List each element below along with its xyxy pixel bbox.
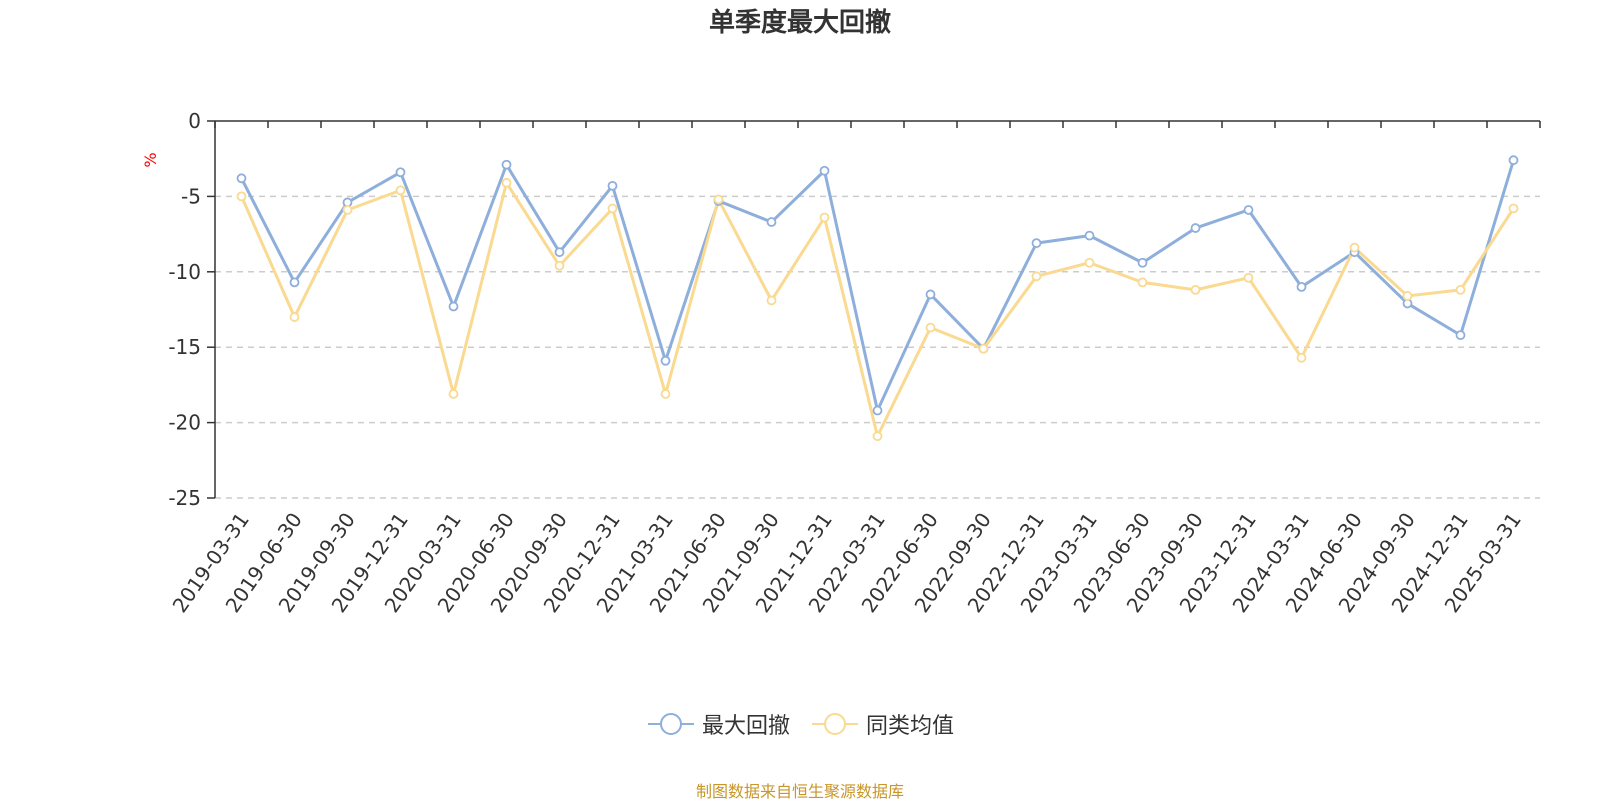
data-point-series-1 [1455, 330, 1466, 341]
data-point-series-2 [872, 431, 883, 442]
data-point-series-1 [501, 159, 512, 170]
data-point-series-1 [925, 289, 936, 300]
data-point-series-2 [1243, 272, 1254, 283]
y-tick-label: 0 [188, 109, 201, 133]
data-point-series-2 [1455, 284, 1466, 295]
legend: 最大回撤 同类均值 [0, 708, 1600, 742]
data-point-series-1 [236, 173, 247, 184]
series-line-2 [240, 181, 1515, 438]
data-point-series-1 [395, 167, 406, 178]
data-point-series-1 [1190, 223, 1201, 233]
y-tick-label: -20 [168, 411, 201, 435]
grid-lines [215, 195, 1540, 499]
legend-item-1[interactable]: 最大回撤 [646, 708, 790, 740]
legend-item-2[interactable]: 同类均值 [810, 708, 954, 740]
data-point-series-1 [819, 165, 830, 176]
series-lines [236, 155, 1519, 442]
legend-label: 最大回撤 [701, 714, 790, 739]
data-point-series-1 [660, 355, 671, 366]
y-axis-unit-label: % [141, 152, 160, 167]
data-point-series-2 [1296, 352, 1307, 363]
data-point-series-2 [1190, 284, 1201, 295]
data-point-series-1 [872, 405, 883, 416]
axes: 0-5-10-15-20-252019-03-312019-06-302019-… [168, 109, 1541, 617]
data-point-series-1 [448, 301, 459, 312]
chart-title: 单季度最大回撤 [708, 8, 891, 38]
data-point-series-1 [1031, 238, 1042, 249]
data-point-series-2 [978, 343, 989, 354]
data-point-series-1 [554, 247, 565, 258]
y-tick-label: -25 [168, 486, 201, 510]
data-point-series-1 [1243, 205, 1254, 215]
data-point-series-1 [1296, 281, 1307, 292]
data-point-series-2 [236, 191, 247, 202]
data-point-series-1 [1137, 257, 1148, 268]
data-point-series-2 [501, 177, 512, 188]
data-point-series-2 [607, 203, 618, 214]
data-point-series-2 [713, 194, 724, 205]
data-point-series-1 [289, 277, 300, 288]
data-point-series-1 [607, 180, 618, 191]
data-point-series-1 [1084, 230, 1095, 241]
data-point-series-2 [1402, 291, 1413, 301]
y-tick-label: -5 [181, 184, 201, 208]
data-point-series-2 [819, 212, 830, 223]
data-point-series-2 [342, 205, 353, 215]
data-point-series-2 [1349, 242, 1360, 253]
y-tick-label: -15 [168, 335, 201, 359]
legend-label: 同类均值 [866, 714, 955, 739]
data-point-series-2 [289, 312, 300, 322]
data-point-series-2 [395, 185, 406, 196]
data-point-series-2 [766, 295, 777, 306]
source-note: 制图数据来自恒生聚源数据库 [695, 782, 904, 801]
data-point-series-2 [660, 389, 671, 399]
legend-symbol-icon [647, 713, 694, 735]
data-point-series-2 [1508, 203, 1519, 214]
y-tick-label: -10 [168, 260, 201, 284]
data-point-series-1 [1508, 155, 1519, 166]
data-point-series-2 [554, 260, 565, 271]
data-point-series-2 [1084, 257, 1095, 268]
data-point-series-2 [925, 322, 936, 333]
series-line-1 [240, 159, 1515, 413]
data-point-series-2 [1137, 277, 1148, 288]
data-point-series-1 [766, 217, 777, 227]
data-point-series-2 [448, 389, 459, 399]
data-point-series-2 [1031, 271, 1042, 282]
legend-symbol-icon [812, 713, 858, 735]
